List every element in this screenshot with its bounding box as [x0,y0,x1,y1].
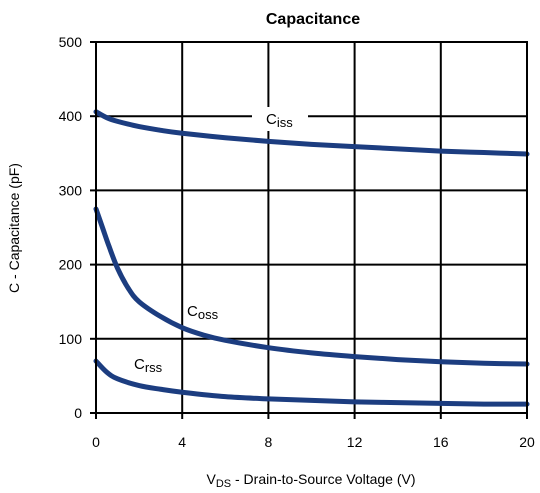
label-background [252,107,308,131]
curves [93,109,530,407]
curve-labels: Ciss Coss Crss [134,107,308,375]
series-label-crss: Crss [134,356,163,375]
y-tick-label: 300 [59,182,83,198]
series-label-coss: Coss [187,303,219,322]
plot-border [95,41,528,414]
x-axis-label-sub: DS [216,478,231,490]
x-axis-label-rest: - Drain-to-Source Voltage (V) [231,471,415,487]
x-tick-label: 8 [265,434,273,450]
y-tick-label: 500 [59,34,83,50]
series-line-crss [93,358,530,407]
x-tick-label: 4 [178,434,186,450]
x-tick-label: 12 [347,434,363,450]
chart-title: Capacitance [266,11,360,28]
x-axis-label: VDS - Drain-to-Source Voltage (V) [206,471,415,490]
y-tick-label: 0 [74,405,82,421]
y-tick-label: 100 [59,331,83,347]
series-line-coss [93,206,530,367]
y-tick-label: 200 [59,257,83,273]
x-tick-label: 0 [92,434,100,450]
x-axis-label-main: V [206,471,216,487]
x-tick-label: 20 [519,434,535,450]
y-axis-label: C - Capacitance (pF) [6,163,22,293]
plot-frame [95,41,528,414]
grid [95,41,528,414]
series-label-ciss: Ciss [266,111,293,130]
series-line-ciss [93,109,530,157]
x-tick-label: 16 [433,434,449,450]
y-tick-label: 400 [59,108,83,124]
